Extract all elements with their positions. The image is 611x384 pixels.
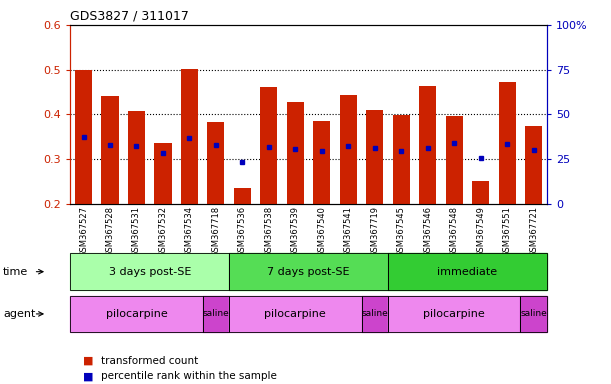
Bar — [525, 126, 542, 204]
Bar — [207, 122, 224, 204]
Bar — [340, 95, 357, 204]
Bar — [393, 115, 410, 204]
Bar — [499, 82, 516, 204]
Text: 7 days post-SE: 7 days post-SE — [267, 266, 350, 277]
Bar — [181, 69, 198, 204]
Bar — [313, 121, 331, 204]
Text: immediate: immediate — [437, 266, 497, 277]
Text: ■: ■ — [82, 356, 93, 366]
Bar — [472, 181, 489, 204]
Bar — [234, 188, 251, 204]
Text: saline: saline — [202, 310, 229, 318]
Text: time: time — [3, 266, 28, 277]
Bar — [75, 71, 92, 204]
Bar — [155, 143, 172, 204]
Bar — [101, 96, 119, 204]
Text: saline: saline — [520, 310, 547, 318]
Text: saline: saline — [361, 310, 388, 318]
Bar — [128, 111, 145, 204]
Text: GDS3827 / 311017: GDS3827 / 311017 — [70, 10, 189, 23]
Text: 3 days post-SE: 3 days post-SE — [109, 266, 191, 277]
Text: percentile rank within the sample: percentile rank within the sample — [101, 371, 277, 381]
Text: pilocarpine: pilocarpine — [265, 309, 326, 319]
Text: pilocarpine: pilocarpine — [423, 309, 485, 319]
Bar — [445, 116, 463, 204]
Bar — [419, 86, 436, 204]
Bar — [287, 102, 304, 204]
Text: agent: agent — [3, 309, 35, 319]
Text: pilocarpine: pilocarpine — [106, 309, 167, 319]
Bar — [260, 88, 277, 204]
Text: transformed count: transformed count — [101, 356, 198, 366]
Bar — [366, 110, 383, 204]
Text: ■: ■ — [82, 371, 93, 381]
